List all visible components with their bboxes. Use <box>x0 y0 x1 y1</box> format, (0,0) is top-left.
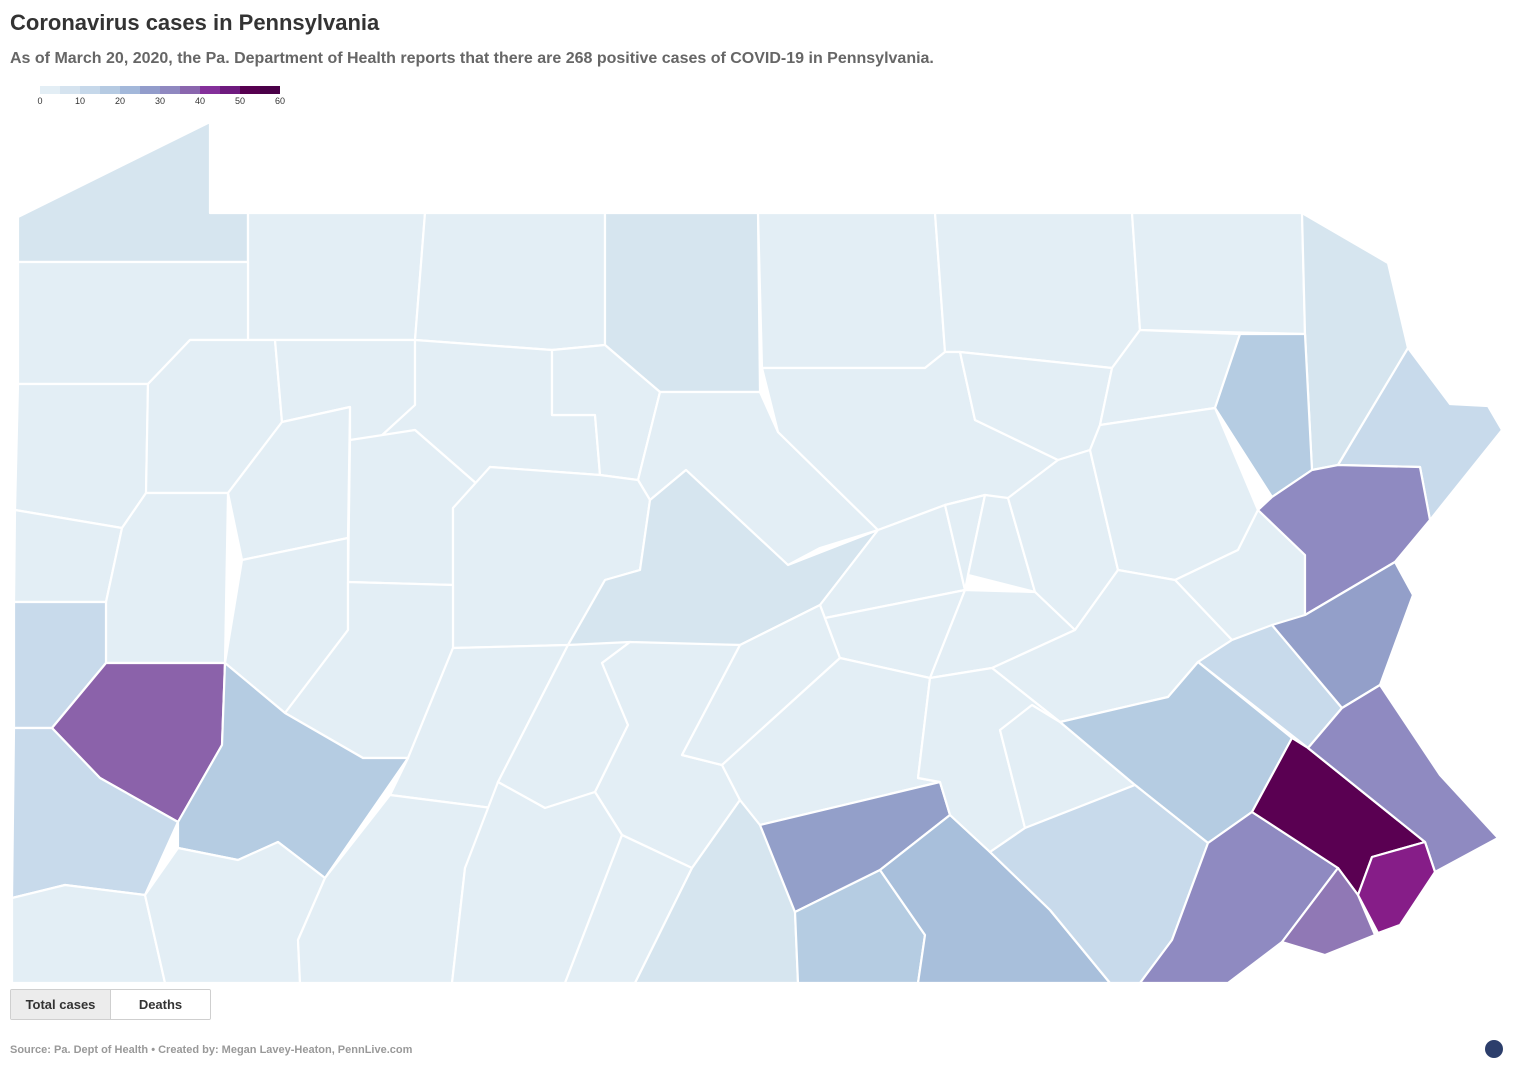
county[interactable] <box>1256 463 1432 617</box>
tab-deaths[interactable]: Deaths <box>111 990 210 1019</box>
county[interactable] <box>16 120 250 264</box>
legend-swatch <box>220 86 240 94</box>
legend-tick-60: 60 <box>274 96 286 106</box>
county[interactable] <box>1356 840 1437 935</box>
legend-tick-10: 10 <box>74 96 86 106</box>
metric-tabs: Total cases Deaths <box>10 989 211 1020</box>
county[interactable] <box>756 211 947 370</box>
color-legend: 0 10 20 30 40 50 60 <box>37 86 285 110</box>
county[interactable] <box>933 211 1142 370</box>
legend-swatch <box>140 86 160 94</box>
tab-total-cases[interactable]: Total cases <box>11 990 111 1019</box>
legend-tick-30: 30 <box>154 96 166 106</box>
county[interactable] <box>246 211 427 342</box>
county[interactable] <box>1280 866 1377 957</box>
legend-swatch <box>160 86 180 94</box>
legend-swatch <box>60 86 80 94</box>
legend-swatch <box>260 86 280 94</box>
legend-swatch <box>180 86 200 94</box>
legend-swatch <box>100 86 120 94</box>
legend-swatch <box>200 86 220 94</box>
source-credit: Source: Pa. Dept of Health • Created by:… <box>10 1044 413 1056</box>
pennsylvania-county-map <box>10 120 1504 985</box>
county[interactable] <box>10 883 167 985</box>
page-title: Coronavirus cases in Pennsylvania <box>10 10 380 35</box>
county[interactable] <box>1130 211 1307 336</box>
legend-tick-40: 40 <box>194 96 206 106</box>
legend-swatch <box>240 86 260 94</box>
legend-ticks: 0 10 20 30 40 50 60 <box>37 94 285 108</box>
county[interactable] <box>13 382 150 530</box>
legend-tick-50: 50 <box>234 96 246 106</box>
legend-swatch <box>120 86 140 94</box>
legend-swatch <box>80 86 100 94</box>
page-subtitle: As of March 20, 2020, the Pa. Department… <box>10 50 934 67</box>
legend-tick-0: 0 <box>37 96 43 106</box>
legend-color-bar <box>40 86 280 94</box>
legend-tick-20: 20 <box>114 96 126 106</box>
pennlive-logo-icon <box>1485 1040 1503 1058</box>
county[interactable] <box>413 211 607 352</box>
legend-swatch <box>40 86 60 94</box>
